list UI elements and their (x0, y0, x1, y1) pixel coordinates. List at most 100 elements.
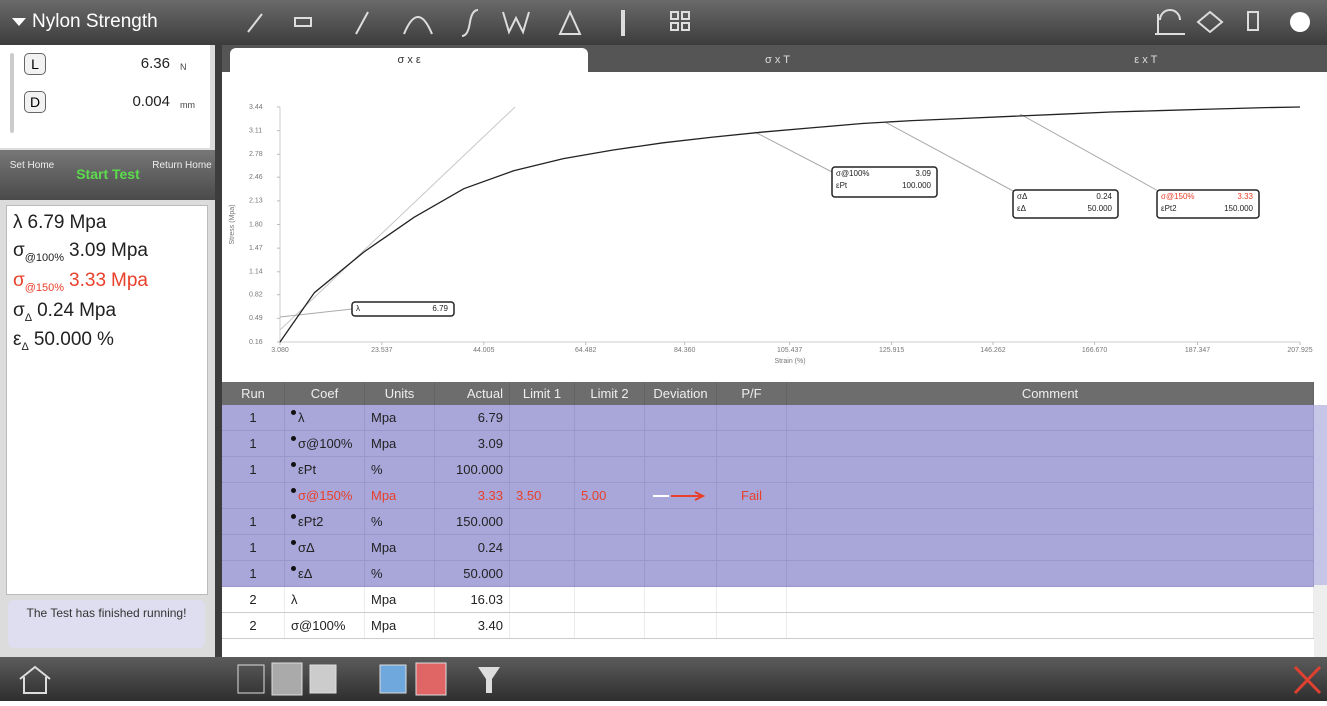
table-row[interactable]: 2 λ Mpa 16.03 (222, 587, 1314, 613)
set-home-button[interactable]: Set Home (9, 160, 55, 171)
y-tick-label: 2.46 (249, 174, 263, 181)
slider[interactable] (10, 53, 14, 133)
displacement-value: 0.004 (132, 93, 170, 110)
y-tick-label: 2.78 (249, 151, 263, 158)
table-row[interactable]: 1 λ Mpa 6.79 (222, 405, 1314, 431)
result-unit: Mpa (69, 212, 107, 233)
cell-text: 1 (249, 436, 257, 451)
table-cell: εPt2 (285, 509, 365, 534)
y-tick-label: 1.14 (249, 269, 263, 276)
table-cell (645, 613, 717, 638)
tab[interactable]: σ x ε (230, 48, 589, 72)
w-tool[interactable] (502, 11, 530, 35)
leader-line (279, 308, 353, 318)
view-plot[interactable] (237, 664, 265, 694)
cell-text: 16.03 (470, 592, 503, 607)
cell-text: σΔ (298, 540, 315, 555)
return-home-button[interactable]: Return Home (152, 160, 212, 171)
result-value: 50.000 (33, 329, 92, 351)
table-row[interactable]: 1 εΔ% 50.000 (222, 561, 1314, 587)
table-row[interactable]: 1 εPt% 100.000 (222, 457, 1314, 483)
row-bullet (291, 540, 296, 545)
bottom-icons (19, 662, 1322, 696)
displacement-button[interactable]: D (24, 91, 46, 113)
cell-text: 50.000 (463, 566, 503, 581)
shape-tool[interactable] (294, 17, 312, 27)
leader-line (754, 131, 833, 173)
table-cell (717, 405, 787, 430)
menu-arrow[interactable] (12, 18, 26, 26)
table-row[interactable]: 1 εPt2% 150.000 (222, 509, 1314, 535)
table-cell (575, 457, 645, 482)
home-button[interactable] (19, 665, 51, 694)
result-subscript: @100% (24, 251, 65, 264)
annotation-label: εPt2 (1161, 204, 1177, 213)
table-cell (787, 405, 1314, 430)
curve-tool[interactable] (403, 16, 433, 35)
filter-button[interactable] (478, 667, 500, 693)
table-row[interactable]: σ@150% Mpa 3.33 3.50 5.00 Fail (222, 483, 1314, 509)
load-button[interactable]: L (24, 53, 46, 75)
result-subscript: @150% (24, 281, 65, 294)
table-cell (510, 457, 575, 482)
table-cell (575, 405, 645, 430)
scroll-thumb[interactable] (1314, 405, 1327, 585)
table-cell: % (365, 457, 435, 482)
column-header: Units (365, 382, 435, 405)
report-b[interactable] (415, 662, 447, 696)
view-split[interactable] (271, 662, 303, 696)
side-panel: L 6.36 N D 0.004 mm Set Home Start Test … (0, 45, 215, 657)
result-symbol: σ (13, 269, 25, 291)
table-cell (787, 587, 1314, 612)
table-row[interactable]: 1 σ@100% Mpa 3.09 (222, 431, 1314, 457)
result-symbol: σ (13, 299, 25, 321)
table-cell: Mpa (365, 613, 435, 638)
result-line: εΔ 50.000% (13, 329, 207, 353)
table-row[interactable]: 2 σ@100% Mpa 3.40 (222, 613, 1314, 639)
grid-tool[interactable] (670, 11, 679, 20)
table-row[interactable]: 1 σΔ Mpa 0.24 (222, 535, 1314, 561)
tab[interactable]: σ x T (765, 54, 790, 66)
table-cell (645, 587, 717, 612)
diamond-icon[interactable] (1196, 10, 1224, 34)
line-tool[interactable] (355, 11, 369, 35)
view-table[interactable] (309, 664, 337, 694)
row-bullet (291, 566, 296, 571)
column-header: Limit 1 (510, 382, 575, 405)
stress-strain-curve (279, 106, 1301, 343)
x-tick-label: 44.005 (473, 347, 495, 354)
status-message: The Test has finished running! (8, 600, 205, 648)
x-tick-label: 187.347 (1185, 347, 1210, 354)
user-icon[interactable] (1290, 12, 1310, 32)
annotation-label: σ@100% (836, 169, 870, 178)
annotation-label: σ@150% (1161, 192, 1195, 201)
integral-tool[interactable] (461, 9, 479, 37)
result-unit: % (96, 329, 114, 351)
annotation-label: σΔ (1017, 192, 1028, 201)
table-cell: % (365, 509, 435, 534)
pen-tool[interactable] (247, 13, 263, 33)
table-cell: 3.50 (510, 483, 575, 508)
count-icon[interactable] (1247, 11, 1259, 31)
scrollbar[interactable] (1314, 405, 1327, 657)
start-test-button[interactable]: Start Test (76, 166, 140, 182)
result-line: σ@150% 3.33 Mpa (13, 270, 207, 294)
table-cell: σ@150% (285, 483, 365, 508)
cell-text: 3.50 (516, 488, 542, 503)
close-button[interactable] (1293, 665, 1322, 695)
annotation-box (1156, 189, 1260, 219)
table-cell (787, 509, 1314, 534)
table-cell (645, 405, 717, 430)
cell-text: Mpa (371, 618, 397, 633)
table-cell: 3.40 (435, 613, 510, 638)
delta-tool[interactable] (558, 9, 582, 35)
table-cell: 2 (222, 587, 285, 612)
table-cell: σ@100% (285, 431, 365, 456)
axis-icon[interactable] (1155, 9, 1185, 35)
table-cell: λ (285, 587, 365, 612)
tab[interactable]: ε x T (1134, 54, 1158, 66)
cell-text: % (371, 566, 383, 581)
report-a[interactable] (379, 664, 407, 694)
result-unit: Mpa (111, 240, 148, 261)
table-cell (222, 483, 285, 508)
